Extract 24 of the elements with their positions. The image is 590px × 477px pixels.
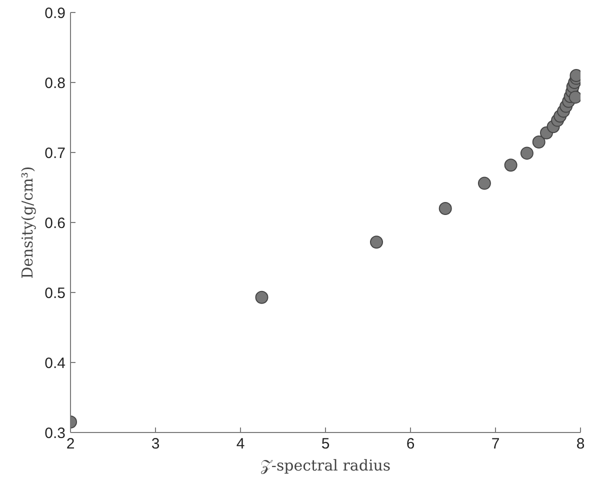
point xyxy=(255,290,268,304)
y-tick-label: 0.5 xyxy=(44,285,66,302)
point xyxy=(370,236,383,249)
x-tick-label: 3 xyxy=(151,436,160,452)
y-tick-label: 0.3 xyxy=(44,425,66,442)
point xyxy=(438,202,452,215)
x-tick-label: 8 xyxy=(576,436,585,452)
x-tick-label: 4 xyxy=(236,436,245,452)
point xyxy=(520,146,534,160)
y-tick-label: 0.9 xyxy=(44,5,66,22)
y-tick-label: 0.6 xyxy=(44,215,66,232)
x-axis-title: 𝒵-spectral radius xyxy=(260,456,391,474)
point xyxy=(504,158,518,172)
x-tick-label: 6 xyxy=(406,436,415,452)
point xyxy=(568,90,580,104)
point xyxy=(478,176,491,190)
y-tick-label: 0.8 xyxy=(44,75,66,92)
y-tick-label: 0.7 xyxy=(44,145,66,162)
y-axis-title: Density(g/cm³) xyxy=(18,166,37,279)
point xyxy=(532,136,546,148)
x-tick-label: 7 xyxy=(491,436,500,452)
y-tick-label: 0.4 xyxy=(44,355,66,372)
x-tick-label: 5 xyxy=(321,436,330,452)
x-tick-label: 2 xyxy=(66,436,75,452)
